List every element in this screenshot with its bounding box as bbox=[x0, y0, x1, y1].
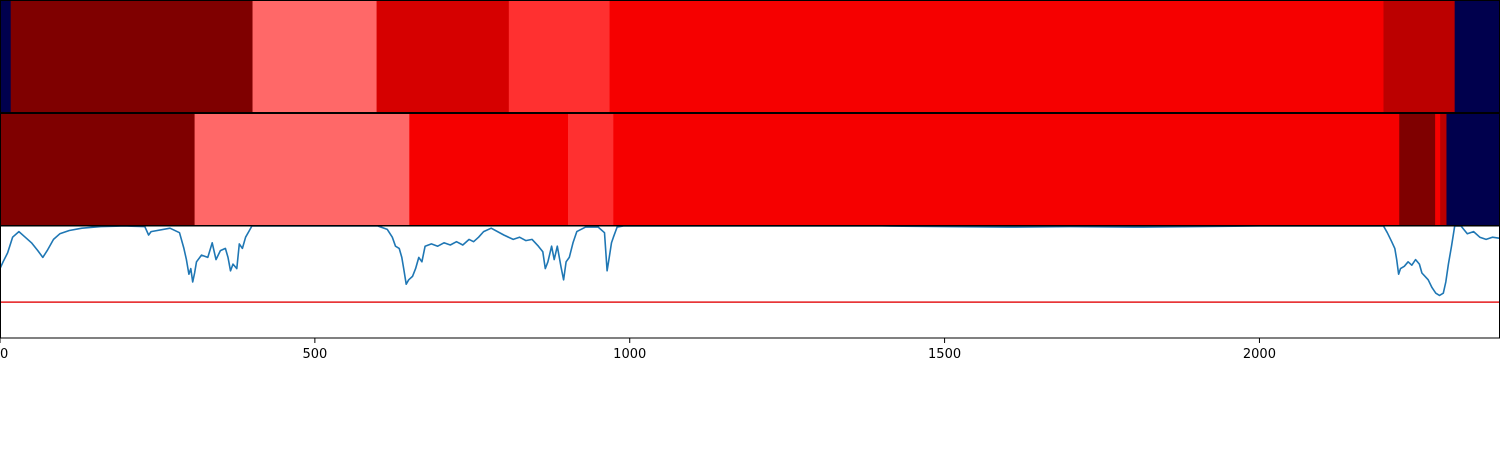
track-1-segment-8 bbox=[1446, 113, 1500, 226]
track-0-segment-5 bbox=[609, 0, 1385, 113]
track-1-segment-4 bbox=[613, 113, 1400, 226]
signal-line bbox=[0, 225, 1500, 297]
track-0-segment-0 bbox=[0, 0, 12, 113]
track-0-segment-1 bbox=[10, 0, 254, 113]
track-1-segment-3 bbox=[568, 113, 614, 226]
x-tick-label-500: 500 bbox=[302, 347, 327, 362]
track-1-segment-2 bbox=[409, 113, 569, 226]
heatmap-track-top bbox=[0, 0, 1500, 113]
track-1-segment-7 bbox=[1440, 113, 1448, 226]
track-0-segment-4 bbox=[508, 0, 611, 113]
x-tick-label-1500: 1500 bbox=[928, 347, 961, 362]
track-0-segment-2 bbox=[252, 0, 378, 113]
track-0-segment-3 bbox=[376, 0, 510, 113]
x-tick-label-1000: 1000 bbox=[613, 347, 646, 362]
x-tick-label-0: 0 bbox=[0, 347, 8, 362]
x-axis: 0 500 1000 1500 2000 bbox=[0, 338, 1276, 362]
line-panel-background bbox=[0, 226, 1500, 338]
heatmap-track-bottom bbox=[0, 113, 1500, 226]
track-1-segment-0 bbox=[0, 113, 196, 226]
track-0-segment-7 bbox=[1454, 0, 1500, 113]
x-tick-label-2000: 2000 bbox=[1243, 347, 1276, 362]
track-1-segment-5 bbox=[1399, 113, 1436, 226]
track-1-segment-6 bbox=[1435, 113, 1441, 226]
signal-line-panel bbox=[0, 225, 1500, 338]
track-1-segment-1 bbox=[194, 113, 410, 226]
track-0-segment-6 bbox=[1383, 0, 1456, 113]
